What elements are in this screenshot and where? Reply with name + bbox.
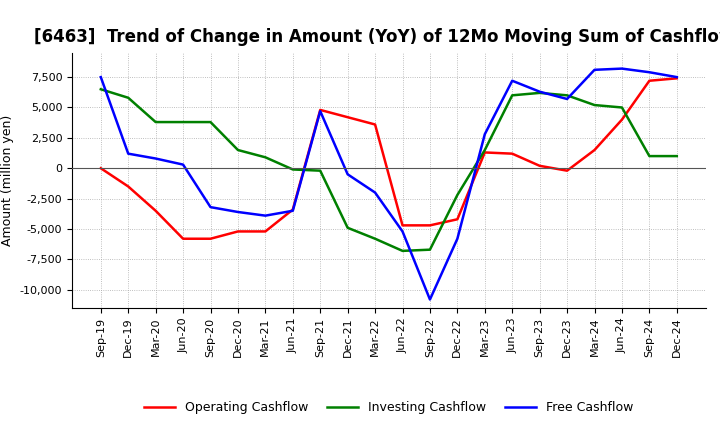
Investing Cashflow bbox=[124, 95, 132, 100]
Free Cashflow bbox=[124, 151, 132, 156]
Investing Cashflow bbox=[672, 154, 681, 159]
Free Cashflow bbox=[590, 67, 599, 73]
Operating Cashflow bbox=[536, 163, 544, 169]
Free Cashflow bbox=[645, 70, 654, 75]
Operating Cashflow bbox=[151, 208, 160, 213]
Free Cashflow bbox=[151, 156, 160, 161]
Operating Cashflow bbox=[96, 165, 105, 171]
Investing Cashflow bbox=[289, 167, 297, 172]
Free Cashflow bbox=[426, 297, 434, 302]
Operating Cashflow bbox=[343, 114, 352, 120]
Free Cashflow bbox=[179, 162, 187, 167]
Operating Cashflow bbox=[618, 117, 626, 122]
Investing Cashflow bbox=[316, 168, 325, 173]
Title: [6463]  Trend of Change in Amount (YoY) of 12Mo Moving Sum of Cashflows: [6463] Trend of Change in Amount (YoY) o… bbox=[34, 28, 720, 46]
Investing Cashflow bbox=[645, 154, 654, 159]
Operating Cashflow bbox=[179, 236, 187, 242]
Operating Cashflow bbox=[645, 78, 654, 84]
Free Cashflow bbox=[343, 172, 352, 177]
Operating Cashflow bbox=[480, 150, 489, 155]
Free Cashflow bbox=[371, 190, 379, 195]
Investing Cashflow bbox=[96, 87, 105, 92]
Line: Free Cashflow: Free Cashflow bbox=[101, 69, 677, 300]
Free Cashflow bbox=[289, 208, 297, 213]
Free Cashflow bbox=[480, 132, 489, 137]
Free Cashflow bbox=[233, 209, 242, 215]
Investing Cashflow bbox=[480, 147, 489, 153]
Free Cashflow bbox=[398, 229, 407, 234]
Line: Investing Cashflow: Investing Cashflow bbox=[101, 89, 677, 251]
Operating Cashflow bbox=[371, 122, 379, 127]
Investing Cashflow bbox=[151, 119, 160, 125]
Investing Cashflow bbox=[179, 119, 187, 125]
Investing Cashflow bbox=[618, 105, 626, 110]
Free Cashflow bbox=[316, 109, 325, 114]
Investing Cashflow bbox=[261, 155, 270, 160]
Y-axis label: Amount (million yen): Amount (million yen) bbox=[1, 115, 14, 246]
Operating Cashflow bbox=[426, 223, 434, 228]
Free Cashflow bbox=[536, 89, 544, 94]
Operating Cashflow bbox=[124, 184, 132, 189]
Investing Cashflow bbox=[398, 248, 407, 253]
Operating Cashflow bbox=[508, 151, 516, 156]
Investing Cashflow bbox=[508, 93, 516, 98]
Line: Operating Cashflow: Operating Cashflow bbox=[101, 78, 677, 239]
Investing Cashflow bbox=[536, 90, 544, 95]
Operating Cashflow bbox=[590, 147, 599, 153]
Free Cashflow bbox=[508, 78, 516, 84]
Free Cashflow bbox=[563, 96, 572, 102]
Operating Cashflow bbox=[289, 207, 297, 212]
Operating Cashflow bbox=[453, 216, 462, 222]
Operating Cashflow bbox=[316, 107, 325, 113]
Operating Cashflow bbox=[233, 229, 242, 234]
Free Cashflow bbox=[206, 205, 215, 210]
Free Cashflow bbox=[453, 236, 462, 242]
Free Cashflow bbox=[618, 66, 626, 71]
Free Cashflow bbox=[261, 213, 270, 218]
Investing Cashflow bbox=[233, 147, 242, 153]
Operating Cashflow bbox=[563, 168, 572, 173]
Investing Cashflow bbox=[371, 236, 379, 242]
Investing Cashflow bbox=[343, 225, 352, 231]
Free Cashflow bbox=[672, 74, 681, 80]
Free Cashflow bbox=[96, 74, 105, 80]
Investing Cashflow bbox=[426, 247, 434, 252]
Investing Cashflow bbox=[206, 119, 215, 125]
Investing Cashflow bbox=[590, 103, 599, 108]
Legend: Operating Cashflow, Investing Cashflow, Free Cashflow: Operating Cashflow, Investing Cashflow, … bbox=[139, 396, 639, 419]
Operating Cashflow bbox=[672, 76, 681, 81]
Investing Cashflow bbox=[563, 93, 572, 98]
Operating Cashflow bbox=[398, 223, 407, 228]
Investing Cashflow bbox=[453, 192, 462, 198]
Operating Cashflow bbox=[261, 229, 270, 234]
Operating Cashflow bbox=[206, 236, 215, 242]
